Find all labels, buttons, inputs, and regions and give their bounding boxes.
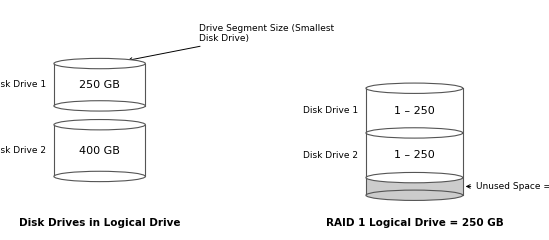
Polygon shape: [54, 64, 145, 106]
Ellipse shape: [366, 128, 463, 138]
Text: Disk Drive 1: Disk Drive 1: [0, 80, 46, 89]
Text: Unused Space = 150 GB: Unused Space = 150 GB: [467, 182, 549, 191]
Text: Disk Drive 2: Disk Drive 2: [303, 151, 358, 160]
Text: 400 GB: 400 GB: [79, 146, 120, 156]
Ellipse shape: [54, 120, 145, 130]
Ellipse shape: [366, 173, 463, 183]
Text: Disk Drive 2: Disk Drive 2: [0, 146, 46, 155]
Polygon shape: [366, 88, 463, 195]
Text: 1 – 250: 1 – 250: [394, 106, 435, 116]
Text: Disk Drive 1: Disk Drive 1: [302, 106, 358, 115]
Polygon shape: [54, 125, 145, 176]
Ellipse shape: [54, 101, 145, 111]
Text: 250 GB: 250 GB: [79, 80, 120, 90]
Text: 1 – 250: 1 – 250: [394, 150, 435, 160]
Ellipse shape: [54, 171, 145, 182]
Text: Drive Segment Size (Smallest
Disk Drive): Drive Segment Size (Smallest Disk Drive): [128, 24, 334, 61]
Text: RAID 1 Logical Drive = 250 GB: RAID 1 Logical Drive = 250 GB: [326, 218, 503, 228]
Ellipse shape: [366, 83, 463, 93]
Polygon shape: [366, 178, 463, 195]
Text: Disk Drives in Logical Drive: Disk Drives in Logical Drive: [19, 218, 181, 228]
Ellipse shape: [54, 58, 145, 69]
Ellipse shape: [366, 190, 463, 200]
